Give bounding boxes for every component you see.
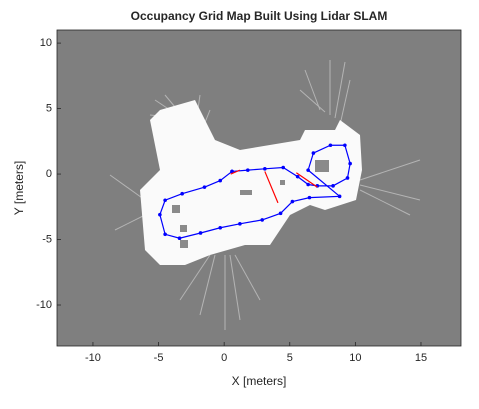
pose-marker [163,198,167,203]
y-tick-label: 5 [46,102,52,114]
pose-marker [158,212,162,217]
x-tick-label: -5 [154,352,164,364]
pose-marker [343,143,347,148]
chart-title: Occupancy Grid Map Built Using Lidar SLA… [131,9,388,23]
y-tick-label: 0 [46,168,52,180]
trajectory-line [159,144,351,239]
pose-marker [260,218,265,222]
pose-marker [238,222,242,226]
axes-box [56,29,462,347]
pose-marker [163,232,167,237]
pose-marker [311,151,316,155]
pose-marker [198,231,203,235]
x-axis-label: X [meters] [232,374,287,388]
pose-marker [177,236,182,241]
pose-marker [245,168,250,172]
map-free-space [140,100,362,265]
pose-marker [202,185,207,189]
pose-marker [307,195,312,200]
pose-marker [337,194,342,199]
x-tick-label: 10 [349,352,361,364]
pose-marker [331,184,335,188]
map-obstacles [172,160,329,248]
trajectory-line [230,169,318,204]
pose-marker [218,178,223,183]
x-tick-label: 0 [221,352,227,364]
pose-marker [345,176,350,180]
pose-marker [263,167,267,171]
x-tick-label: -10 [85,352,101,364]
pose-marker [306,182,310,187]
pose-marker [278,211,283,216]
lidar-streaks [109,60,421,330]
y-tick-label: 10 [40,37,52,49]
pose-marker [230,169,234,174]
pose-marker [295,174,300,179]
x-tick-label: 15 [415,352,427,364]
pose-marker [281,165,286,170]
y-tick-label: -5 [42,233,52,245]
y-axis-label: Y [meters] [12,161,26,215]
pose-marker [218,225,223,230]
x-tick-label: 5 [287,352,293,364]
pose-marker [306,168,310,172]
pose-marker [348,161,352,166]
pose-marker [290,199,295,204]
pose-marker [180,191,184,196]
pose-marker [328,143,333,148]
y-tick-label: -10 [36,299,52,311]
